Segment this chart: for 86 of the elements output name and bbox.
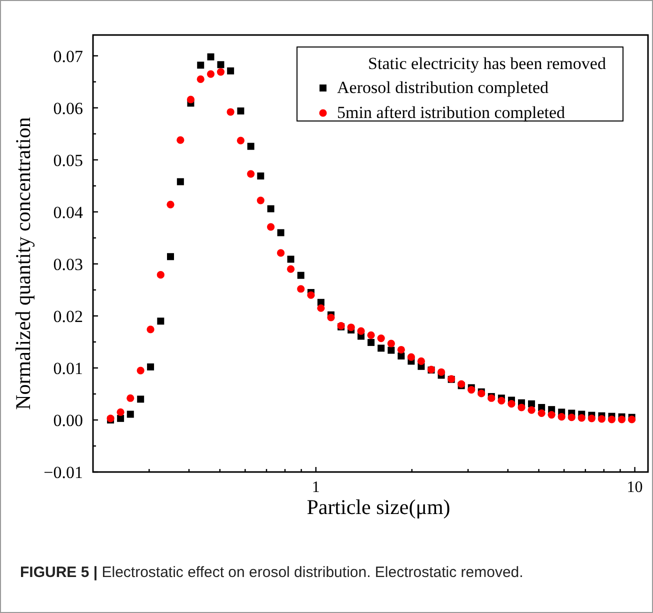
point: [247, 170, 255, 178]
point: [206, 70, 215, 78]
y-tick-label: −0.01: [44, 462, 83, 482]
point: [207, 53, 214, 60]
x-axis-title: Particle size(μm): [306, 495, 450, 519]
point: [558, 413, 566, 421]
point: [217, 61, 224, 68]
point: [397, 346, 405, 354]
point: [267, 205, 274, 212]
point: [608, 416, 616, 424]
point: [176, 136, 184, 144]
point: [247, 142, 254, 150]
caption: FIGURE 5 | Electrostatic effect on erosol distribution. Electrostatic removed.: [20, 564, 524, 581]
point: [578, 414, 586, 422]
y-tick-label: 0.04: [53, 202, 84, 222]
point: [216, 68, 225, 76]
point: [588, 414, 596, 422]
point: [347, 324, 355, 332]
point: [277, 229, 284, 236]
y-axis-title: Normalized quantity concentration: [11, 116, 35, 410]
legend-label: 5min afterd istribution completed: [337, 103, 566, 122]
point: [136, 366, 144, 374]
point: [388, 346, 395, 354]
point: [236, 136, 244, 144]
point: [176, 178, 184, 186]
point: [368, 338, 375, 346]
point: [548, 410, 556, 419]
point: [438, 368, 446, 376]
point: [618, 416, 626, 424]
point: [237, 107, 244, 114]
point: [327, 314, 335, 322]
point: [357, 327, 365, 335]
point: [287, 256, 294, 263]
point: [468, 386, 476, 394]
point: [498, 396, 506, 405]
point: [377, 334, 385, 342]
point: [628, 416, 636, 424]
y-tick-label: 0.00: [53, 410, 83, 430]
point: [407, 353, 416, 361]
point: [598, 415, 606, 423]
point: [147, 363, 154, 370]
point: [157, 318, 164, 325]
point: [387, 340, 395, 348]
point: [227, 67, 234, 74]
point: [518, 404, 526, 412]
point: [297, 272, 304, 279]
point: [297, 285, 305, 293]
point: [256, 196, 264, 204]
point: [568, 414, 576, 422]
point: [126, 394, 134, 402]
point: [266, 223, 275, 231]
point: [146, 326, 154, 334]
y-tick-label: 0.01: [53, 358, 83, 378]
point: [126, 410, 134, 418]
point: [257, 172, 264, 180]
point: [398, 352, 405, 360]
legend-label: Aerosol distribution completed: [337, 78, 550, 97]
point: [116, 408, 124, 416]
y-tick-label: 0.06: [53, 98, 83, 118]
point: [196, 75, 204, 84]
x-tick-label: 10: [626, 479, 643, 496]
point: [117, 414, 124, 422]
point: [528, 400, 536, 408]
point: [528, 406, 536, 414]
point: [538, 409, 546, 418]
x-tick-label: 1: [312, 479, 320, 496]
y-tick-label: 0.07: [53, 46, 84, 66]
point: [307, 291, 315, 299]
point: [286, 265, 295, 273]
y-tick-label: 0.02: [53, 306, 83, 326]
point: [137, 396, 144, 403]
y-tick-label: 0.03: [53, 254, 83, 274]
point: [186, 96, 195, 104]
point: [317, 304, 325, 312]
legend-title: Static electricity has been removed: [368, 54, 606, 73]
point: [378, 344, 385, 352]
point: [367, 331, 375, 339]
point: [156, 271, 164, 279]
point: [508, 400, 516, 408]
point: [276, 249, 285, 257]
point: [226, 108, 234, 116]
point: [197, 62, 204, 69]
point: [167, 253, 174, 260]
point: [417, 357, 426, 365]
point: [166, 200, 174, 208]
y-tick-label: 0.05: [53, 150, 83, 170]
